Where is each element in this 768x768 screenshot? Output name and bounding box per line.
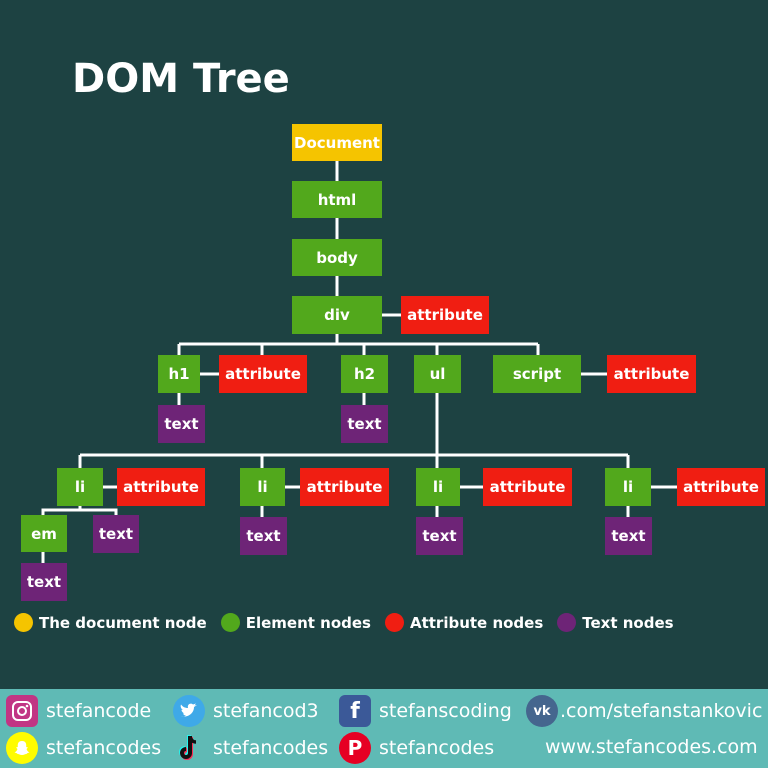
vk-icon: vk bbox=[526, 695, 558, 727]
li-node-2: li bbox=[240, 468, 285, 506]
li-1-text-node: text bbox=[93, 515, 139, 553]
li-2-text-node: text bbox=[240, 517, 287, 555]
body-node: body bbox=[292, 239, 382, 276]
pinterest-handle: stefancodes bbox=[379, 737, 495, 759]
legend-dot-document bbox=[14, 613, 33, 632]
li-4-text-node: text bbox=[605, 517, 652, 555]
legend-label-document: The document node bbox=[39, 613, 207, 632]
h1-text-node: text bbox=[158, 405, 205, 443]
li-2-attribute-node: attribute bbox=[300, 468, 389, 506]
document-node: Document bbox=[292, 124, 382, 161]
legend-dot-attribute bbox=[384, 613, 404, 632]
facebook-link[interactable]: f stefanscoding bbox=[339, 695, 512, 727]
social-footer: stefancode stefancod3 f stefanscoding vk… bbox=[0, 689, 768, 768]
snapchat-icon bbox=[6, 732, 38, 764]
legend-dot-text bbox=[557, 613, 577, 632]
legend-item-element: Element nodes bbox=[220, 613, 371, 632]
h2-node: h2 bbox=[341, 355, 388, 393]
li-node-1: li bbox=[57, 468, 103, 506]
legend-label-attribute: Attribute nodes bbox=[409, 613, 544, 632]
legend: The document node Element nodes Attribut… bbox=[14, 613, 678, 632]
h2-text-node: text bbox=[341, 405, 388, 443]
legend-label-element: Element nodes bbox=[245, 613, 371, 632]
snapchat-handle: stefancodes bbox=[46, 737, 162, 759]
pinterest-icon: P bbox=[339, 732, 371, 764]
vk-handle: .com/stefanstankovic bbox=[560, 700, 763, 722]
li-4-attribute-node: attribute bbox=[677, 468, 765, 506]
div-attribute-node: attribute bbox=[401, 296, 489, 334]
website-link[interactable]: www.stefancodes.com bbox=[545, 736, 758, 758]
facebook-icon: f bbox=[339, 695, 371, 727]
connector-li1-children bbox=[41, 506, 82, 515]
legend-item-attribute: Attribute nodes bbox=[384, 613, 544, 632]
instagram-handle: stefancode bbox=[46, 700, 152, 722]
tiktok-link[interactable]: stefancodes bbox=[173, 732, 328, 764]
connector-li1-text bbox=[80, 508, 118, 515]
li-1-attribute-node: attribute bbox=[117, 468, 205, 506]
script-attribute-node: attribute bbox=[607, 355, 696, 393]
em-node: em bbox=[21, 515, 67, 552]
vk-link[interactable]: vk .com/stefanstankovic bbox=[526, 695, 762, 727]
script-node: script bbox=[493, 355, 581, 393]
div-node: div bbox=[292, 296, 382, 334]
twitter-handle: stefancod3 bbox=[213, 700, 319, 722]
instagram-link[interactable]: stefancode bbox=[6, 695, 151, 727]
legend-label-text: Text nodes bbox=[582, 613, 674, 632]
ul-node: ul bbox=[414, 355, 461, 393]
facebook-handle: stefanscoding bbox=[379, 700, 512, 722]
li-node-4: li bbox=[605, 468, 651, 506]
twitter-icon bbox=[173, 695, 205, 727]
tiktok-handle: stefancodes bbox=[213, 737, 329, 759]
html-node: html bbox=[292, 181, 382, 218]
legend-dot-element bbox=[220, 613, 240, 632]
h1-node: h1 bbox=[158, 355, 200, 393]
twitter-link[interactable]: stefancod3 bbox=[173, 695, 319, 727]
li-3-attribute-node: attribute bbox=[483, 468, 572, 506]
em-text-node: text bbox=[21, 563, 67, 601]
li-node-3: li bbox=[416, 468, 460, 506]
page-title: DOM Tree bbox=[72, 56, 290, 102]
website-url: www.stefancodes.com bbox=[545, 736, 758, 758]
instagram-icon bbox=[6, 695, 38, 727]
pinterest-link[interactable]: P stefancodes bbox=[339, 732, 494, 764]
li-3-text-node: text bbox=[416, 517, 463, 555]
h1-attribute-node: attribute bbox=[219, 355, 307, 393]
legend-item-document: The document node bbox=[14, 613, 207, 632]
tiktok-icon bbox=[173, 732, 205, 764]
snapchat-link[interactable]: stefancodes bbox=[6, 732, 161, 764]
legend-item-text: Text nodes bbox=[557, 613, 674, 632]
